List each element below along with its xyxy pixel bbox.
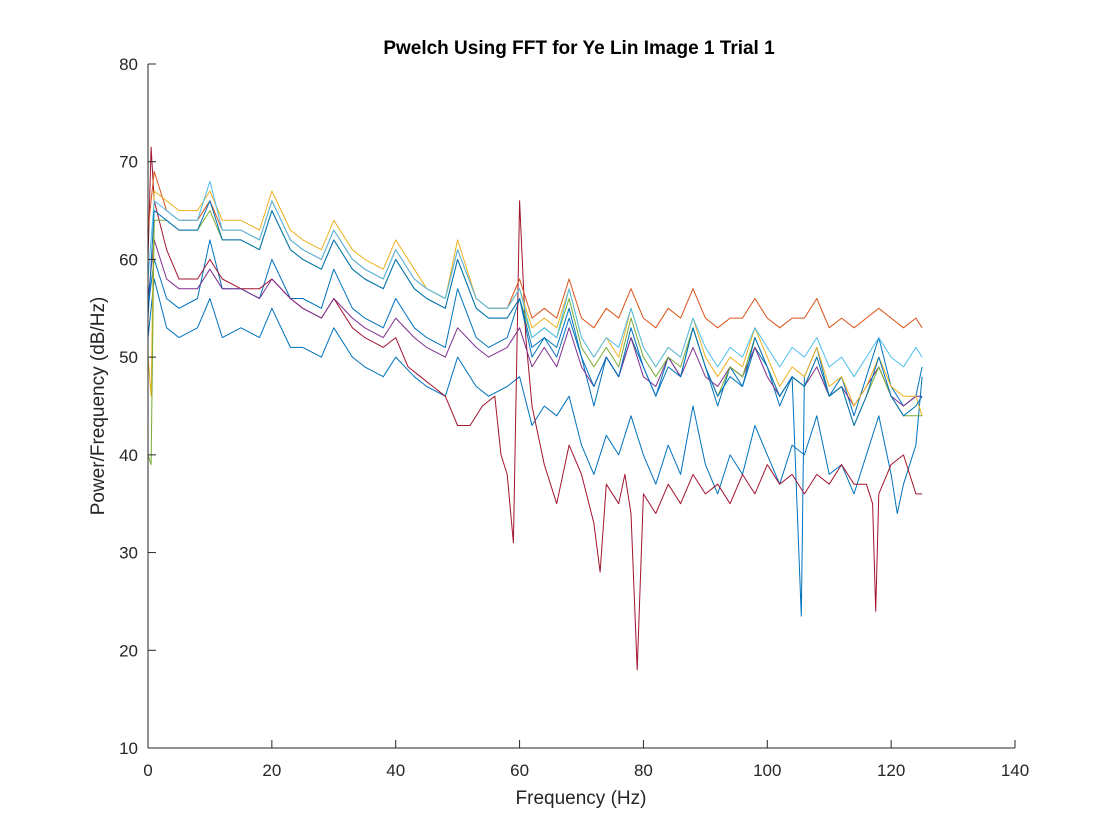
y-tick-label: 10 xyxy=(119,739,138,758)
series-line-4 xyxy=(147,239,923,407)
x-tick-label: 100 xyxy=(753,761,781,780)
y-tick-label: 80 xyxy=(119,55,138,74)
x-tick-label: 80 xyxy=(634,761,653,780)
x-axis-label: Frequency (Hz) xyxy=(516,788,647,809)
y-tick-label: 70 xyxy=(119,153,138,172)
series-line-2 xyxy=(147,278,923,514)
y-tick-label: 50 xyxy=(119,348,138,367)
x-tick-label: 60 xyxy=(510,761,529,780)
series-line-9 xyxy=(147,200,923,426)
x-tick-label: 0 xyxy=(143,761,152,780)
series-line-6 xyxy=(147,190,923,416)
series-line-8 xyxy=(147,180,923,378)
axes xyxy=(147,64,1015,749)
ticks: 0 20 40 60 80 100 120 140 10 20 30 40 50 60 70 80 xyxy=(119,55,1029,780)
x-tick-label: 140 xyxy=(1001,761,1029,780)
y-tick-label: 20 xyxy=(119,641,138,660)
x-tick-label: 20 xyxy=(262,761,281,780)
y-tick-label: 60 xyxy=(119,250,138,269)
series-layer xyxy=(147,146,923,671)
y-axis-label: Power/Frequency (dB/Hz) xyxy=(88,297,109,516)
x-tick-label: 120 xyxy=(877,761,905,780)
x-tick-label: 40 xyxy=(386,761,405,780)
y-tick-label: 40 xyxy=(119,446,138,465)
y-tick-label: 30 xyxy=(119,544,138,563)
chart-title: Pwelch Using FFT for Ye Lin Image 1 Tria… xyxy=(383,38,775,59)
